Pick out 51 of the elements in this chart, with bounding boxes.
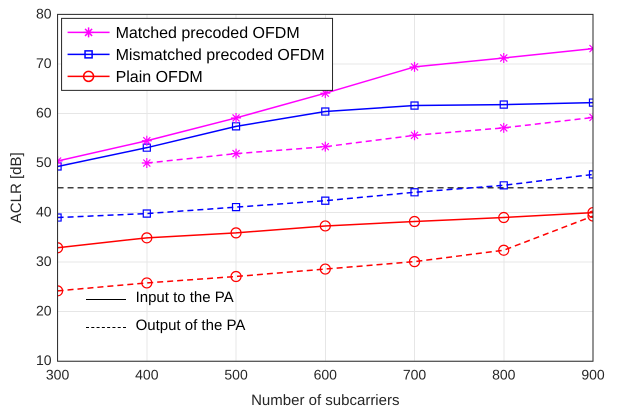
y-tick-label: 30	[36, 252, 52, 269]
x-tick-label: 300	[46, 366, 70, 382]
point	[498, 122, 510, 134]
y-tick-label: 60	[36, 104, 52, 120]
point	[498, 212, 510, 224]
y-tick-label: 80	[36, 5, 52, 22]
point	[408, 256, 420, 268]
y-tick-label: 50	[36, 154, 52, 170]
point	[141, 277, 152, 289]
point	[410, 188, 419, 196]
legend-label: Matched precoded OFDM	[116, 24, 300, 42]
x-tick-label: 900	[581, 366, 605, 382]
point	[408, 61, 420, 73]
point	[410, 101, 419, 110]
point	[321, 196, 330, 205]
x-tick-label: 400	[135, 366, 159, 382]
y-tick-label: 20	[36, 302, 52, 319]
y-axis-title: ACLR [dB]	[8, 152, 26, 224]
x-tick-label: 600	[314, 366, 338, 382]
y-tick-label: 70	[36, 54, 52, 71]
point	[141, 157, 152, 169]
point	[408, 216, 420, 228]
point	[142, 209, 151, 218]
point	[230, 227, 242, 238]
point	[142, 144, 151, 152]
point	[320, 263, 331, 275]
point	[500, 100, 508, 109]
point	[408, 130, 420, 141]
x-tick-label: 800	[492, 366, 516, 382]
point	[500, 181, 508, 190]
point	[230, 112, 242, 124]
point	[498, 244, 510, 256]
point	[321, 107, 330, 116]
point	[141, 232, 152, 244]
legend-label: Plain OFDM	[116, 68, 203, 86]
point	[232, 122, 240, 131]
point	[320, 141, 331, 152]
y-tick-label: 40	[36, 203, 52, 220]
legend-label: Mismatched precoded OFDM	[116, 46, 325, 64]
point	[232, 202, 240, 212]
point	[320, 220, 331, 232]
y-tick-label: 10	[36, 352, 52, 368]
point	[230, 148, 242, 160]
annotation: Output of the PA	[136, 317, 246, 334]
x-tick-label: 700	[402, 366, 426, 382]
point	[230, 270, 242, 282]
x-axis-title: Number of subcarriers	[251, 392, 400, 410]
point	[498, 52, 510, 64]
annotation: Input to the PA	[136, 289, 234, 306]
x-tick-label: 500	[224, 366, 248, 382]
point	[141, 135, 152, 146]
